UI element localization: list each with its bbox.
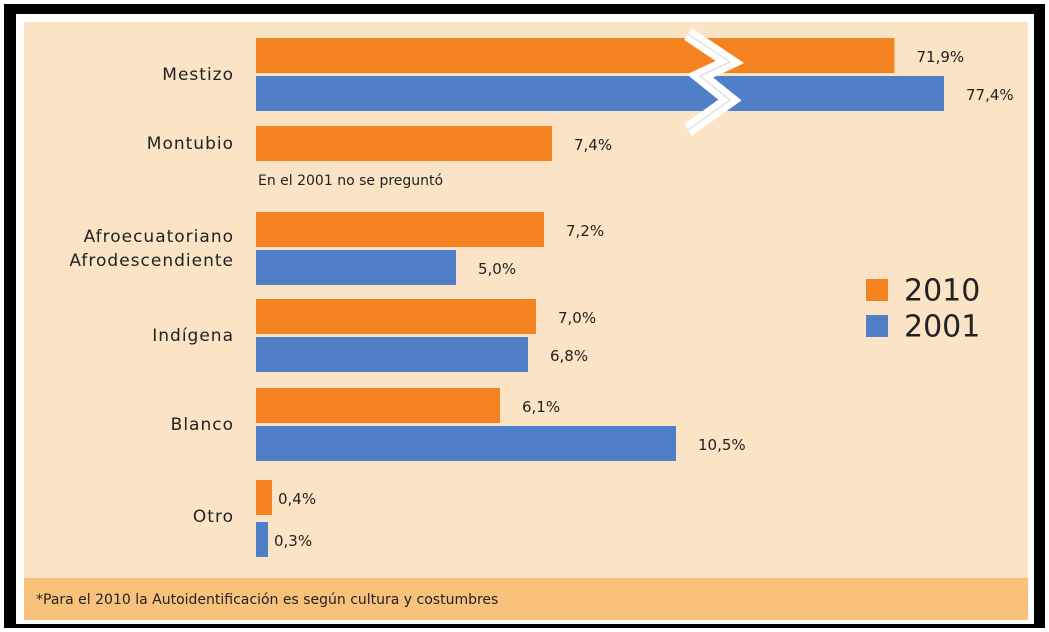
value-label: 7,0% — [558, 309, 596, 327]
legend-label: 2001 — [904, 310, 980, 345]
bar — [256, 126, 552, 161]
bar — [256, 299, 536, 334]
footnote: *Para el 2010 la Autoidentificación es s… — [36, 592, 498, 608]
value-label: 71,9% — [917, 48, 965, 66]
value-label: 6,8% — [550, 347, 588, 365]
value-label: 77,4% — [966, 86, 1014, 104]
value-label: 0,3% — [274, 532, 312, 550]
bar — [256, 522, 268, 557]
category-label: Mestizo — [162, 64, 234, 85]
value-label: 7,4% — [574, 136, 612, 154]
axis-break — [683, 28, 745, 136]
bar — [256, 388, 500, 423]
legend-swatch — [866, 279, 888, 301]
category-label: Montubio — [146, 133, 234, 154]
bar — [256, 426, 676, 461]
bar — [256, 480, 272, 515]
bar — [256, 212, 544, 247]
category-label: Otro — [192, 506, 234, 527]
bar — [256, 76, 944, 111]
legend-label: 2010 — [904, 274, 980, 309]
category-label: Afroecuatoriano Afrodescendiente — [69, 226, 234, 271]
category-label: Blanco — [170, 414, 234, 435]
bar — [256, 250, 456, 285]
category-label: Indígena — [152, 325, 234, 346]
value-label: 0,4% — [278, 490, 316, 508]
bar — [256, 38, 895, 73]
bar — [256, 337, 528, 372]
value-label: 5,0% — [478, 260, 516, 278]
footnote-bar — [24, 578, 1028, 620]
value-label: 7,2% — [566, 222, 604, 240]
value-label: 6,1% — [522, 398, 560, 416]
axis-break-inner — [687, 33, 732, 131]
annotation: En el 2001 no se preguntó — [258, 173, 443, 189]
legend-swatch — [866, 315, 888, 337]
value-label: 10,5% — [698, 436, 746, 454]
